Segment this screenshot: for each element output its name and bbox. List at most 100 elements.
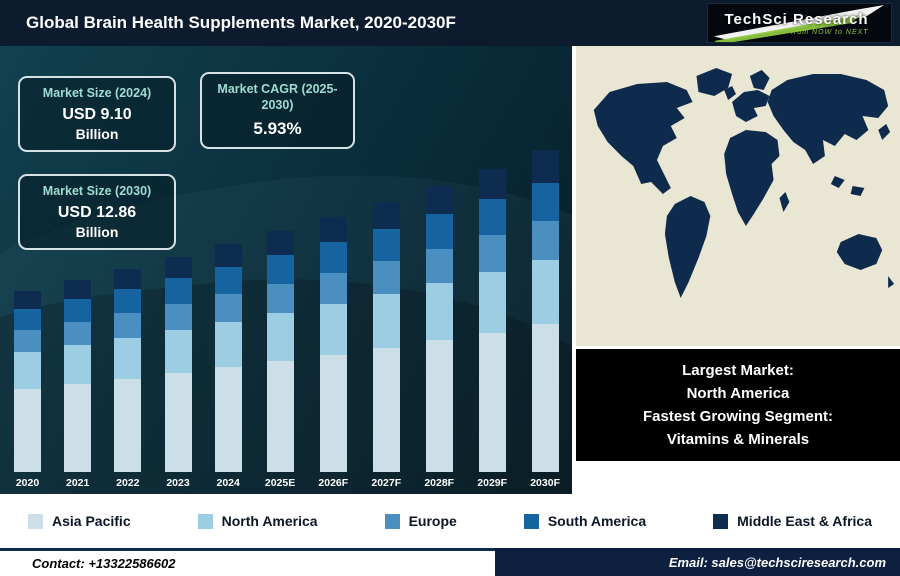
region-indonesia — [850, 186, 865, 196]
bar-segment-north-america — [164, 330, 192, 373]
bar-year-label: 2020 — [15, 477, 40, 489]
bar-segment-europe — [372, 261, 400, 294]
bar-segment-north-america — [478, 271, 506, 333]
continent-north-america — [593, 82, 693, 194]
bar-segment-north-america — [64, 345, 92, 384]
fastest-segment-label: Fastest Growing Segment: — [642, 408, 834, 425]
legend-label: Europe — [408, 513, 457, 529]
bar-year-label: 2027F — [371, 477, 402, 489]
bar-year-label: 2022 — [116, 477, 140, 489]
bar-year-label: 2021 — [65, 477, 90, 489]
bar-segment-south-america — [214, 267, 242, 295]
bar-segment-europe — [319, 272, 347, 304]
bar-segment-middle-east-africa — [425, 185, 453, 215]
bar-segment-europe — [531, 221, 559, 260]
stat-box-market-size-2030: Market Size (2030) USD 12.86 Billion — [18, 174, 176, 250]
bar-segment-north-america — [319, 303, 347, 355]
legend-swatch-south-america — [523, 513, 539, 529]
legend-label: Middle East & Africa — [737, 513, 872, 529]
header: Global Brain Health Supplements Market, … — [0, 0, 900, 46]
bar-segment-europe — [114, 313, 142, 338]
map-continents — [593, 68, 895, 298]
legend-label: North America — [221, 513, 318, 529]
legend-item-middle-east-africa: Middle East & Africa — [713, 513, 872, 529]
bar-column: 2029F — [477, 168, 507, 489]
island-japan — [878, 124, 891, 140]
bar-segment-europe — [64, 322, 92, 346]
logo-tagline: from NOW to NEXT — [791, 28, 869, 36]
bar-segment-europe — [425, 248, 453, 283]
bar-segment-north-america — [266, 312, 294, 362]
bar-segment-north-america — [425, 282, 453, 341]
bar-segment-south-america — [372, 228, 400, 262]
bar-stack — [14, 290, 41, 472]
bar-segment-south-america — [64, 299, 92, 323]
contact-text: Contact: +13322586602 — [32, 556, 176, 571]
bar-segment-middle-east-africa — [372, 201, 400, 229]
bar-stack — [214, 244, 242, 472]
bar-segment-asia-pacific — [214, 367, 242, 472]
bar-year-label: 2023 — [166, 477, 190, 489]
bar-stack — [319, 216, 347, 472]
world-map — [576, 46, 900, 346]
bar-segment-europe — [214, 294, 242, 322]
techsci-logo: TechSci Research from NOW to NEXT — [707, 3, 892, 43]
bar-segment-south-america — [531, 182, 559, 222]
bar-segment-south-america — [478, 198, 506, 236]
bar-column: 2022 — [114, 268, 142, 489]
legend-swatch-north-america — [197, 513, 213, 529]
bar-column: 2024 — [214, 244, 242, 489]
bar-year-label: 2026F — [318, 477, 349, 489]
bar-segment-europe — [478, 235, 506, 272]
logo-arrow-icon — [713, 4, 885, 42]
bar-segment-middle-east-africa — [531, 150, 559, 183]
stat-value: 5.93% — [253, 119, 302, 139]
bar-segment-middle-east-africa — [214, 244, 242, 268]
footer: Contact: +13322586602 Email: sales@techs… — [0, 548, 900, 576]
bar-segment-south-america — [319, 241, 347, 273]
bar-segment-north-america — [372, 293, 400, 348]
legend-label: Asia Pacific — [52, 513, 131, 529]
bar-segment-south-america — [266, 254, 294, 284]
bar-segment-middle-east-africa — [14, 290, 41, 309]
largest-market-value: North America — [686, 384, 790, 402]
bar-stack — [266, 230, 294, 472]
stat-label: Market Size (2030) — [42, 184, 152, 198]
bar-column: 2030F — [530, 150, 560, 489]
bar-year-label: 2024 — [216, 477, 240, 489]
region-southeast-asia — [830, 176, 845, 188]
largest-market-label: Largest Market: — [682, 361, 794, 379]
island-uk — [724, 86, 737, 100]
key-facts-box: Largest Market: North America Fastest Gr… — [576, 349, 900, 461]
bar-segment-asia-pacific — [372, 347, 400, 472]
bar-segment-north-america — [531, 259, 559, 324]
bar-stack — [64, 279, 92, 472]
bar-segment-middle-east-africa — [114, 268, 142, 289]
bar-column: 2027F — [371, 201, 402, 489]
bar-segment-south-america — [14, 308, 41, 331]
stat-value: USD 9.10 — [62, 105, 132, 123]
bar-chart: 2020 2021 2022 2023 2024 2025E 2026F 2027F 2028F… — [14, 150, 560, 489]
region-scandinavia — [749, 70, 770, 90]
legend: Asia Pacific North America Europe South … — [0, 494, 900, 548]
footer-contact: Contact: +13322586602 — [0, 548, 495, 576]
fastest-segment-value: Vitamins & Minerals — [666, 431, 810, 449]
bar-segment-north-america — [114, 337, 142, 379]
bar-stack — [531, 150, 559, 472]
bar-column: 2021 — [64, 279, 92, 489]
island-madagascar — [779, 192, 790, 212]
continent-south-america — [664, 196, 711, 298]
stat-label: Market CAGR (2025-2030) — [217, 82, 338, 112]
bar-stack — [164, 256, 192, 472]
continent-asia — [767, 74, 889, 164]
bar-column: 2020 — [14, 290, 41, 489]
bar-year-label: 2025E — [264, 477, 296, 489]
bar-column: 2023 — [164, 256, 192, 489]
bar-segment-middle-east-africa — [164, 256, 192, 279]
bar-segment-south-america — [164, 278, 192, 305]
bar-segment-asia-pacific — [64, 383, 92, 472]
bar-segment-asia-pacific — [478, 332, 506, 472]
bar-segment-north-america — [214, 321, 242, 368]
footer-email: Email: sales@techsciresearch.com — [495, 548, 900, 576]
